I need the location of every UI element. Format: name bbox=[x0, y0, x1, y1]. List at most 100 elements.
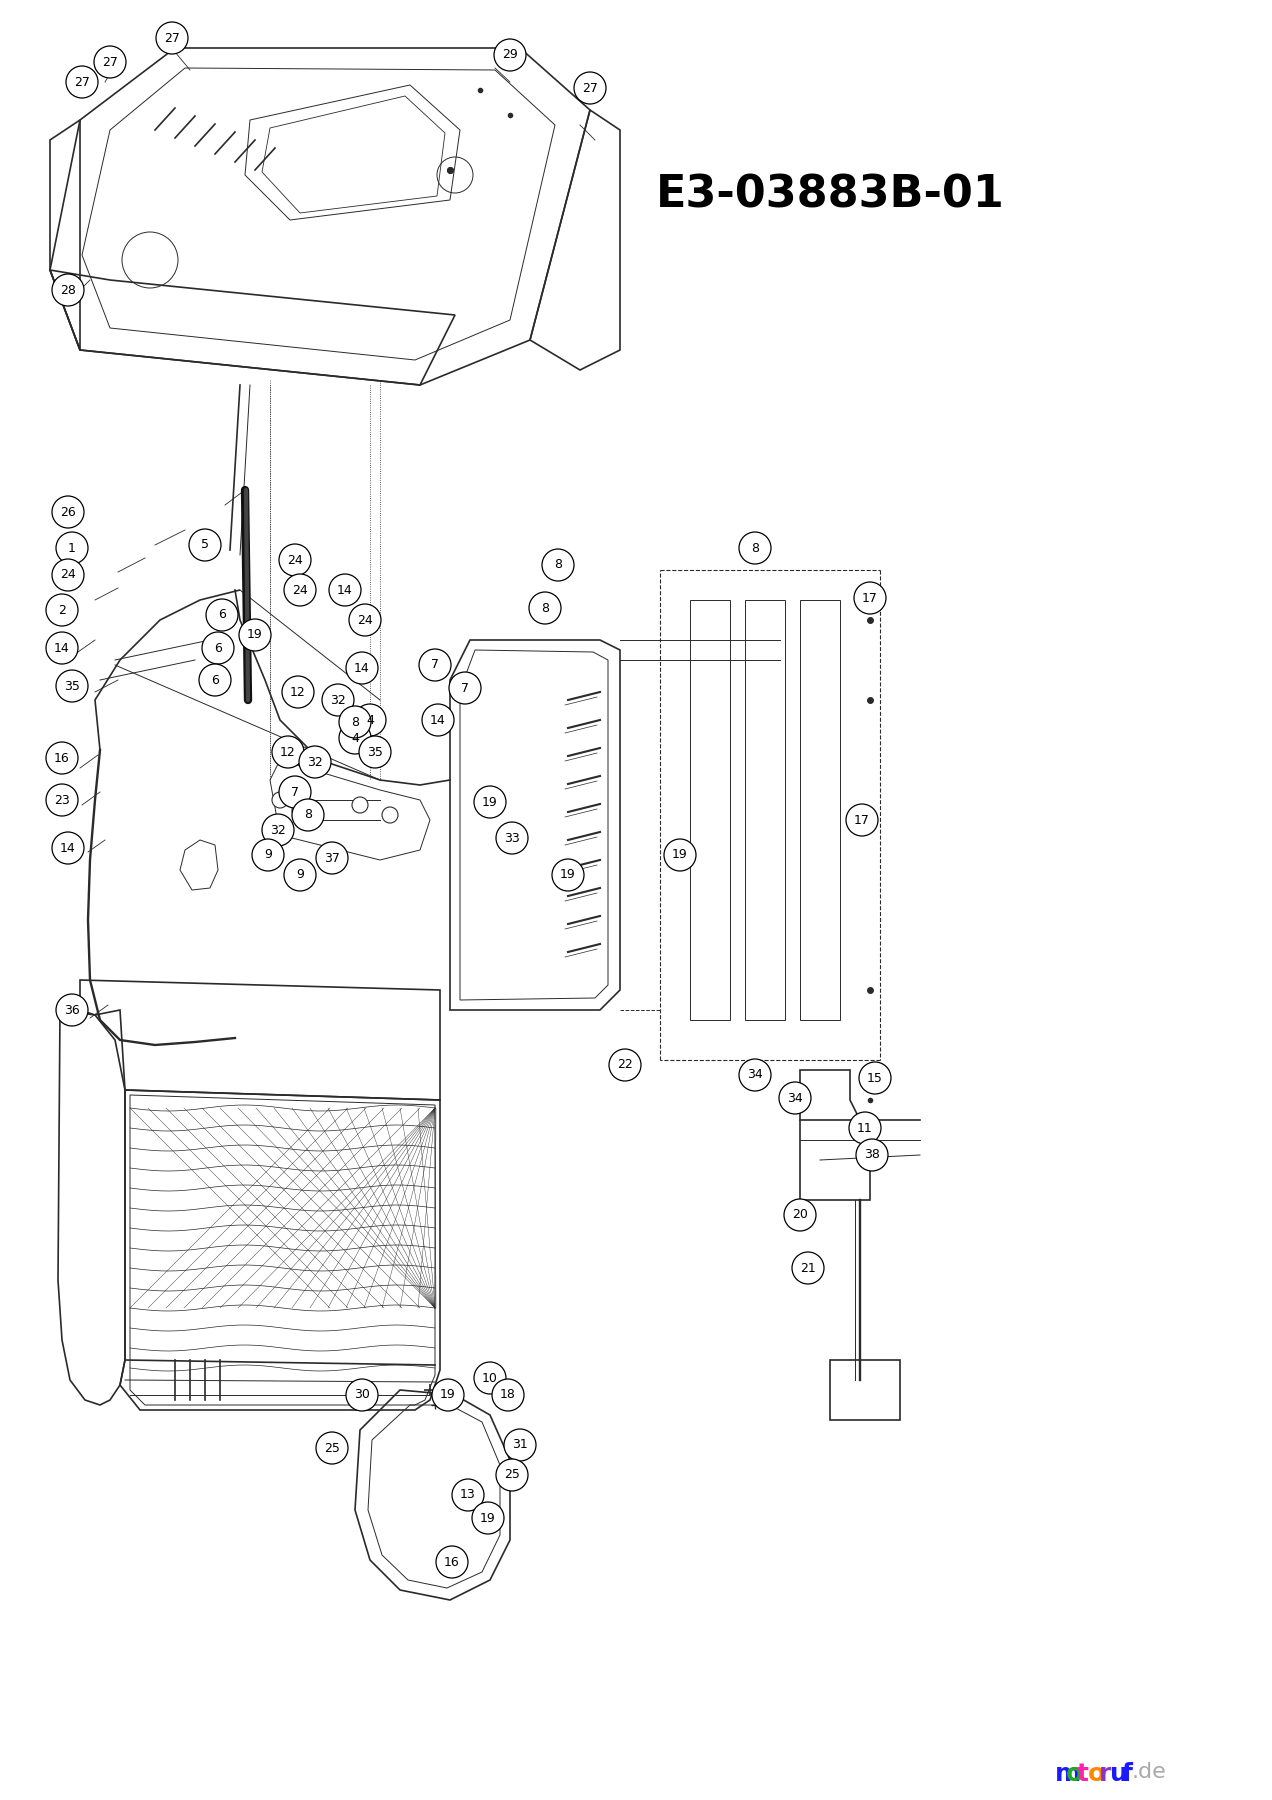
Circle shape bbox=[472, 1501, 504, 1534]
Circle shape bbox=[474, 787, 506, 817]
Circle shape bbox=[574, 72, 605, 104]
Text: 11: 11 bbox=[857, 1121, 873, 1134]
Text: 18: 18 bbox=[500, 1388, 516, 1402]
Text: 19: 19 bbox=[482, 796, 497, 808]
Circle shape bbox=[474, 1363, 506, 1393]
Circle shape bbox=[504, 1429, 536, 1462]
Circle shape bbox=[66, 67, 98, 97]
Circle shape bbox=[848, 1112, 881, 1145]
Text: 33: 33 bbox=[504, 832, 520, 844]
Text: 2: 2 bbox=[59, 603, 66, 616]
Text: E3-03883B-01: E3-03883B-01 bbox=[655, 173, 1005, 216]
Circle shape bbox=[329, 574, 361, 607]
Circle shape bbox=[432, 1379, 464, 1411]
Circle shape bbox=[190, 529, 221, 562]
Text: 38: 38 bbox=[864, 1148, 880, 1161]
Text: 20: 20 bbox=[792, 1208, 808, 1222]
Text: 14: 14 bbox=[430, 713, 446, 727]
Text: 14: 14 bbox=[55, 641, 70, 655]
Text: 26: 26 bbox=[60, 506, 76, 518]
Circle shape bbox=[496, 823, 528, 853]
Circle shape bbox=[252, 839, 284, 871]
Text: 12: 12 bbox=[280, 745, 296, 758]
Circle shape bbox=[739, 533, 771, 563]
Circle shape bbox=[382, 806, 398, 823]
Circle shape bbox=[452, 1480, 485, 1510]
Circle shape bbox=[352, 797, 368, 814]
Text: 34: 34 bbox=[787, 1091, 803, 1105]
Text: 24: 24 bbox=[357, 614, 373, 626]
Text: 8: 8 bbox=[351, 715, 359, 729]
Text: 13: 13 bbox=[460, 1489, 476, 1501]
Circle shape bbox=[422, 704, 454, 736]
Text: 19: 19 bbox=[672, 848, 688, 862]
Text: 6: 6 bbox=[211, 673, 219, 686]
Circle shape bbox=[856, 1139, 888, 1172]
Text: 30: 30 bbox=[354, 1388, 370, 1402]
Circle shape bbox=[299, 745, 331, 778]
Text: 4: 4 bbox=[366, 713, 374, 727]
Text: 19: 19 bbox=[247, 628, 263, 641]
Circle shape bbox=[359, 736, 391, 769]
Text: 27: 27 bbox=[583, 81, 598, 94]
Circle shape bbox=[449, 671, 481, 704]
Circle shape bbox=[52, 274, 84, 306]
Text: 19: 19 bbox=[480, 1512, 496, 1525]
Circle shape bbox=[542, 549, 574, 581]
Circle shape bbox=[94, 47, 126, 77]
Circle shape bbox=[792, 1253, 824, 1283]
Circle shape bbox=[56, 533, 88, 563]
Circle shape bbox=[859, 1062, 890, 1094]
Circle shape bbox=[56, 670, 88, 702]
Text: t: t bbox=[1077, 1762, 1089, 1786]
Circle shape bbox=[56, 994, 88, 1026]
Text: 7: 7 bbox=[431, 659, 439, 671]
Text: 24: 24 bbox=[287, 554, 303, 567]
Circle shape bbox=[206, 599, 238, 632]
Circle shape bbox=[340, 706, 371, 738]
Text: 8: 8 bbox=[750, 542, 759, 554]
Text: 16: 16 bbox=[444, 1555, 460, 1568]
Text: o: o bbox=[1088, 1762, 1105, 1786]
Circle shape bbox=[346, 652, 378, 684]
Circle shape bbox=[282, 677, 314, 707]
Circle shape bbox=[156, 22, 188, 54]
Text: 35: 35 bbox=[64, 679, 80, 693]
Text: 23: 23 bbox=[55, 794, 70, 806]
Circle shape bbox=[418, 650, 452, 680]
Text: 6: 6 bbox=[214, 641, 221, 655]
Text: 21: 21 bbox=[800, 1262, 815, 1274]
Circle shape bbox=[52, 497, 84, 527]
Circle shape bbox=[854, 581, 887, 614]
Circle shape bbox=[315, 1433, 349, 1463]
Circle shape bbox=[529, 592, 561, 625]
Circle shape bbox=[293, 799, 324, 832]
Text: 27: 27 bbox=[164, 31, 179, 45]
Text: 32: 32 bbox=[307, 756, 323, 769]
Text: 19: 19 bbox=[560, 869, 576, 882]
Text: 1: 1 bbox=[69, 542, 76, 554]
Text: 24: 24 bbox=[293, 583, 308, 596]
Text: 25: 25 bbox=[504, 1469, 520, 1481]
Circle shape bbox=[322, 684, 354, 716]
Text: 7: 7 bbox=[291, 785, 299, 799]
Circle shape bbox=[315, 842, 349, 875]
Circle shape bbox=[293, 803, 308, 817]
Circle shape bbox=[262, 814, 294, 846]
Text: 16: 16 bbox=[55, 752, 70, 765]
Text: 6: 6 bbox=[218, 608, 226, 621]
Text: 9: 9 bbox=[265, 848, 272, 862]
Text: 14: 14 bbox=[354, 662, 370, 675]
Text: 32: 32 bbox=[270, 824, 286, 837]
Circle shape bbox=[496, 1460, 528, 1490]
Circle shape bbox=[279, 544, 310, 576]
Text: o: o bbox=[1066, 1762, 1084, 1786]
Circle shape bbox=[52, 560, 84, 590]
Circle shape bbox=[664, 839, 696, 871]
Circle shape bbox=[609, 1049, 641, 1082]
Circle shape bbox=[346, 1379, 378, 1411]
Circle shape bbox=[239, 619, 271, 652]
Text: 34: 34 bbox=[747, 1069, 763, 1082]
Circle shape bbox=[552, 859, 584, 891]
Circle shape bbox=[340, 722, 371, 754]
